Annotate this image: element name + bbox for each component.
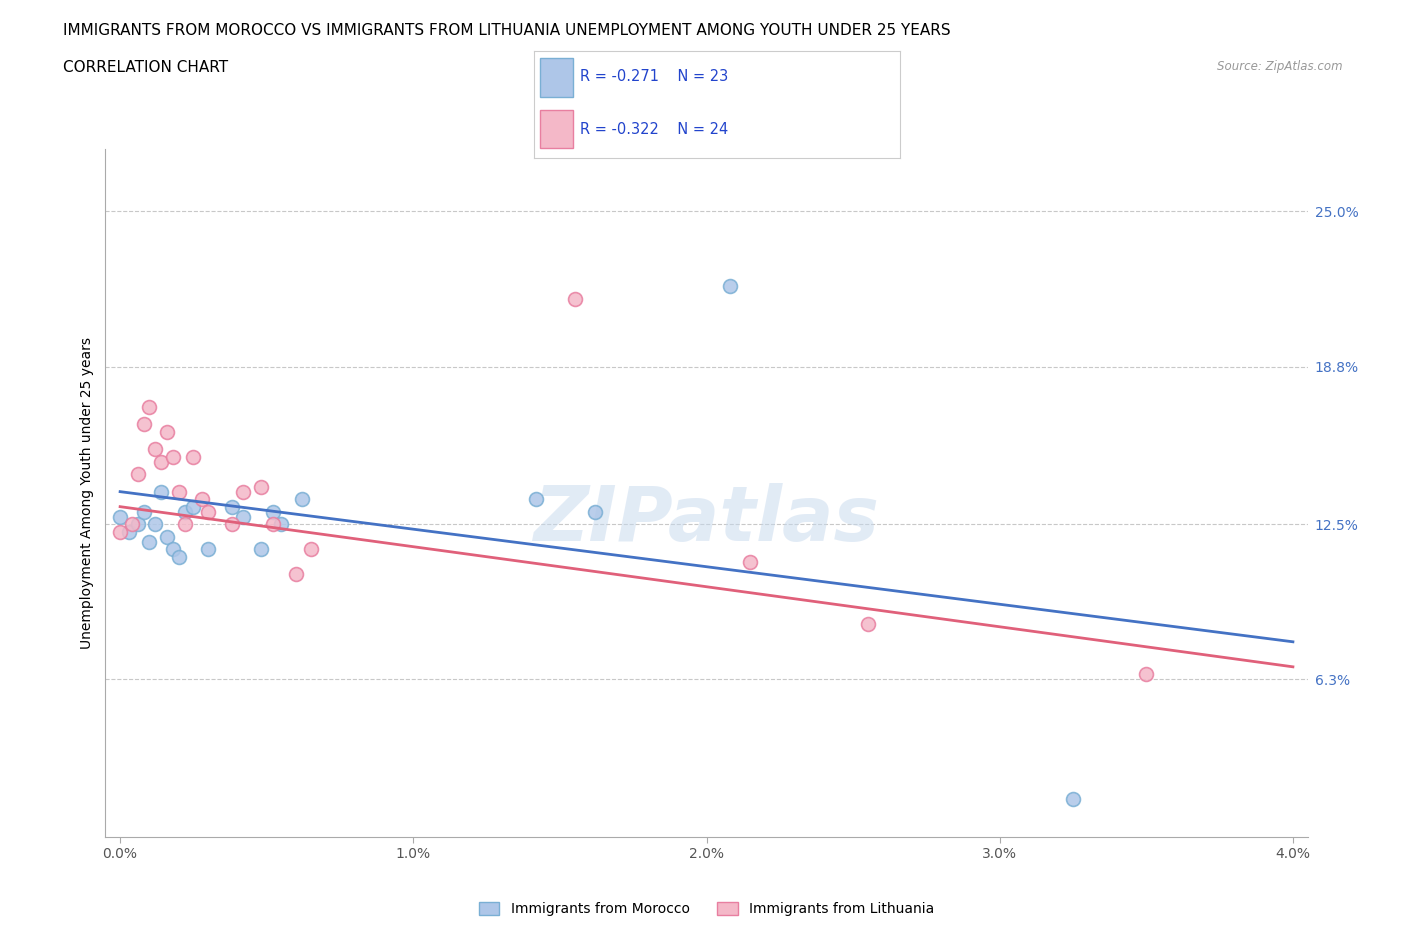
Point bbox=[173, 504, 195, 519]
Point bbox=[138, 399, 160, 414]
Point bbox=[150, 454, 173, 469]
Point bbox=[232, 510, 254, 525]
Point bbox=[1135, 667, 1157, 682]
Point bbox=[299, 542, 322, 557]
Point bbox=[197, 542, 219, 557]
Point bbox=[121, 517, 143, 532]
Point bbox=[250, 479, 273, 494]
Point bbox=[250, 542, 273, 557]
Point bbox=[564, 291, 586, 306]
Point bbox=[108, 510, 131, 525]
Text: CORRELATION CHART: CORRELATION CHART bbox=[63, 60, 228, 75]
Y-axis label: Unemployment Among Youth under 25 years: Unemployment Among Youth under 25 years bbox=[80, 337, 94, 649]
Point bbox=[270, 517, 292, 532]
Text: R = -0.322    N = 24: R = -0.322 N = 24 bbox=[581, 122, 728, 137]
Point bbox=[262, 517, 284, 532]
Point bbox=[150, 485, 173, 499]
Point bbox=[856, 617, 879, 631]
Point bbox=[118, 525, 141, 539]
Point bbox=[262, 504, 284, 519]
Point bbox=[740, 554, 762, 569]
Point bbox=[221, 517, 243, 532]
Text: Source: ZipAtlas.com: Source: ZipAtlas.com bbox=[1218, 60, 1343, 73]
Point bbox=[526, 492, 548, 507]
Point bbox=[285, 566, 308, 581]
Legend: Immigrants from Morocco, Immigrants from Lithuania: Immigrants from Morocco, Immigrants from… bbox=[478, 902, 935, 916]
Point bbox=[1062, 792, 1084, 807]
Point bbox=[183, 449, 205, 464]
Point bbox=[167, 485, 190, 499]
Point bbox=[162, 542, 184, 557]
Point bbox=[138, 534, 160, 549]
Text: ZIPatlas: ZIPatlas bbox=[533, 484, 880, 557]
Point bbox=[108, 525, 131, 539]
Point bbox=[167, 550, 190, 565]
Point bbox=[183, 499, 205, 514]
Point bbox=[718, 279, 741, 294]
Text: IMMIGRANTS FROM MOROCCO VS IMMIGRANTS FROM LITHUANIA UNEMPLOYMENT AMONG YOUTH UN: IMMIGRANTS FROM MOROCCO VS IMMIGRANTS FR… bbox=[63, 23, 950, 38]
Point bbox=[127, 467, 149, 482]
Point bbox=[143, 442, 166, 457]
Bar bbox=[540, 58, 572, 97]
Bar bbox=[540, 110, 572, 149]
Point bbox=[132, 417, 155, 432]
Point bbox=[156, 529, 179, 544]
Point bbox=[127, 517, 149, 532]
Point bbox=[232, 485, 254, 499]
Point bbox=[143, 517, 166, 532]
Point bbox=[173, 517, 195, 532]
Point bbox=[191, 492, 214, 507]
Point bbox=[291, 492, 314, 507]
Point bbox=[156, 424, 179, 439]
Point bbox=[162, 449, 184, 464]
Point bbox=[132, 504, 155, 519]
Point bbox=[221, 499, 243, 514]
Point bbox=[197, 504, 219, 519]
Point bbox=[583, 504, 606, 519]
Text: R = -0.271    N = 23: R = -0.271 N = 23 bbox=[581, 70, 728, 85]
